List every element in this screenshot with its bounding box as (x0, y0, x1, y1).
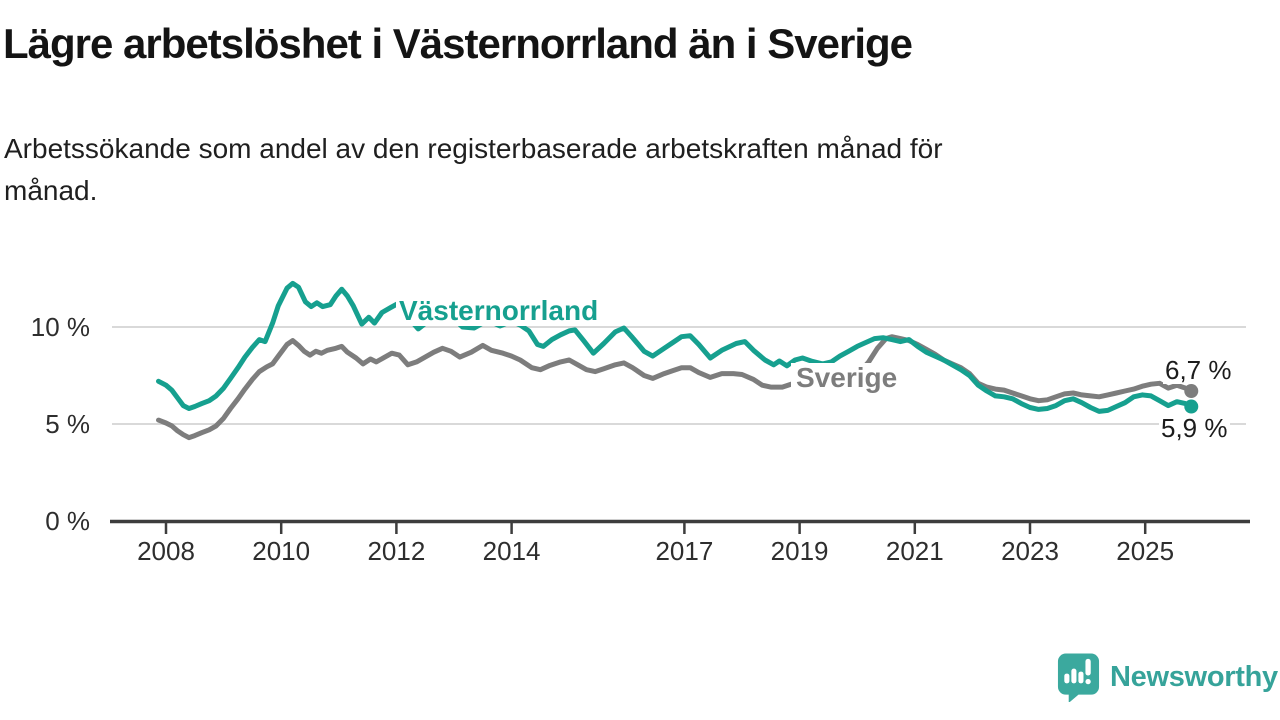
page-title: Lägre arbetslöshet i Västernorrland än i… (3, 20, 913, 67)
series-line-västernorrland (156, 280, 1194, 414)
x-axis-tick-label: 2017 (655, 536, 714, 566)
end-value-label-vasternorrland: 5,9 % (1159, 413, 1230, 443)
x-axis-tick-label: 2025 (1116, 536, 1175, 566)
series-label-sverige: Sverige (791, 363, 903, 393)
x-axis-tick-label: 2014 (482, 536, 541, 566)
x-axis-tick-label: 2021 (885, 536, 944, 566)
chart-subtitle: Arbetssökande som andel av den registerb… (4, 128, 1224, 212)
x-axis-tick-label: 2010 (252, 536, 311, 566)
newsworthy-logo-icon (1057, 653, 1100, 702)
series-end-dot-västernorrland (1184, 399, 1199, 414)
newsworthy-logo-text: Newsworthy (1110, 660, 1278, 693)
subtitle-line-2: månad. (4, 175, 98, 206)
series-line-sverige (156, 334, 1194, 441)
x-axis-tick-label: 2008 (137, 536, 195, 566)
y-axis-tick-label: 0 % (45, 506, 90, 536)
x-axis-tick-label: 2012 (367, 536, 426, 566)
subtitle-line-1: Arbetssökande som andel av den registerb… (4, 133, 943, 164)
series-end-dot-sverige (1184, 384, 1199, 399)
series-label-vasternorrland: Västernorrland (396, 296, 602, 326)
y-axis-tick-label: 5 % (45, 409, 90, 439)
x-axis-tick-label: 2023 (1001, 536, 1059, 566)
x-axis-tick-label: 2019 (770, 536, 829, 566)
end-value-label-sverige: 6,7 % (1163, 355, 1234, 385)
y-axis-tick-label: 10 % (30, 312, 90, 342)
newsworthy-logo: Newsworthy (1056, 652, 1278, 702)
